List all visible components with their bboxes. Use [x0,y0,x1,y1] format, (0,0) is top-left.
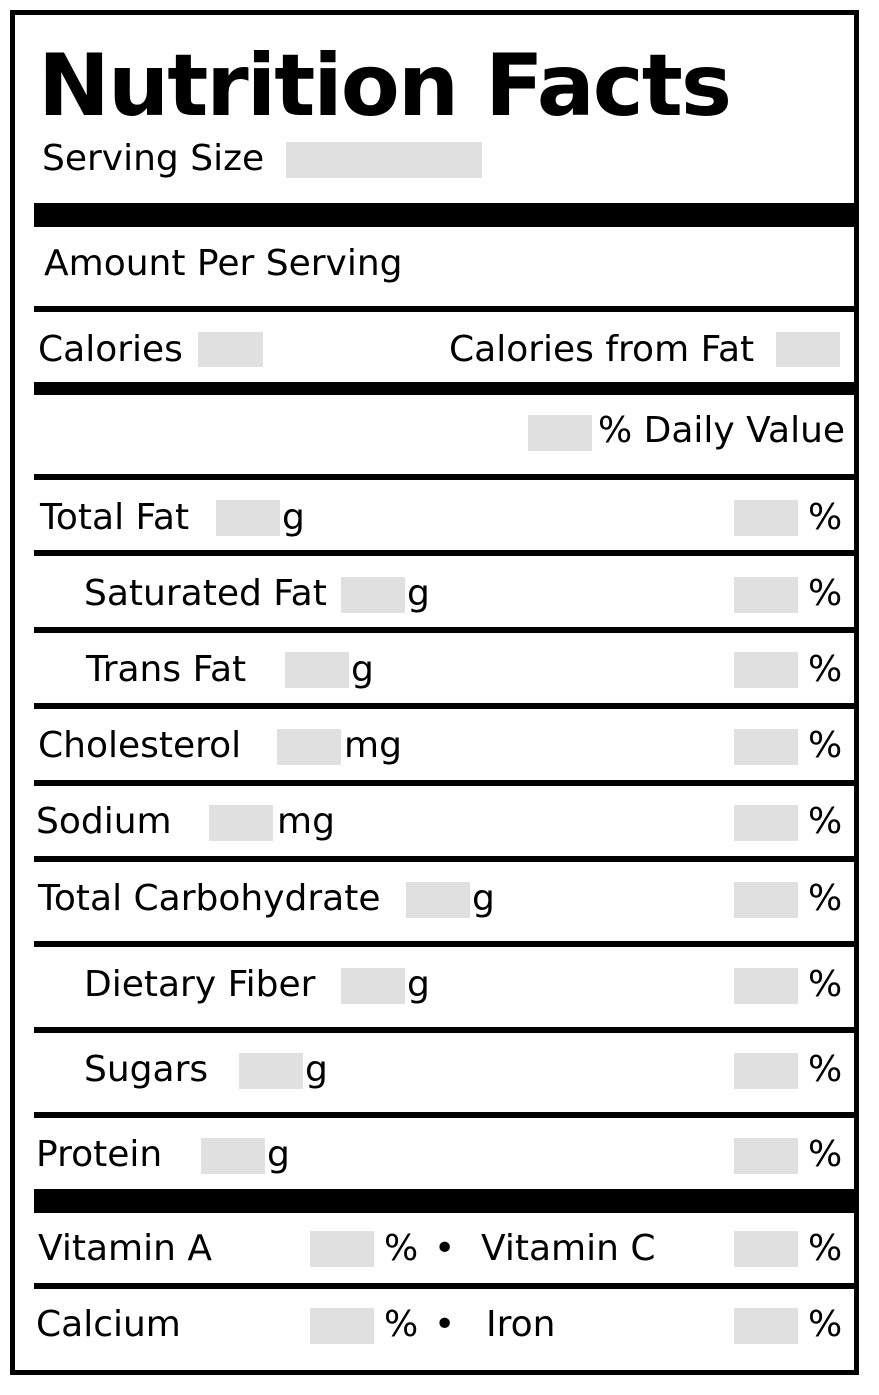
sodium-amount-blank[interactable] [209,805,273,841]
bullet-separator: • [434,1228,456,1269]
protein-amount-blank[interactable] [201,1138,265,1174]
sodium-dv-blank[interactable] [734,805,798,841]
total-carbohydrate-amount-blank[interactable] [406,882,470,918]
unit-g: g [305,1049,328,1090]
unit-g: g [351,649,374,690]
cholesterol-dv-blank[interactable] [734,729,798,765]
unit-g: g [472,878,495,919]
divider [34,856,855,862]
sugars-label: Sugars [84,1049,209,1090]
saturated-fat-dv-blank[interactable] [734,577,798,613]
calories-from-fat-blank[interactable] [776,332,840,367]
amount-per-serving-label: Amount Per Serving [44,243,403,284]
trans-fat-label: Trans Fat [86,649,247,690]
cholesterol-label: Cholesterol [38,725,242,766]
iron-label: Iron [486,1304,556,1345]
serving-size-label: Serving Size [42,138,265,179]
calories-from-fat-label: Calories from Fat [449,329,755,370]
calcium-label: Calcium [36,1304,181,1345]
vitamin-c-dv-blank[interactable] [734,1231,798,1267]
bullet-separator: • [434,1304,456,1345]
total-fat-label: Total Fat [40,497,190,538]
percent-sign: % [808,964,843,1005]
unit-g: g [407,964,430,1005]
total-carbohydrate-label: Total Carbohydrate [38,878,381,919]
divider [34,1283,855,1289]
thick-divider-top [34,203,855,227]
protein-label: Protein [36,1134,163,1175]
divider [34,550,855,556]
unit-g: g [282,497,305,538]
vitamin-c-label: Vitamin C [481,1228,656,1269]
dietary-fiber-dv-blank[interactable] [734,968,798,1004]
percent-sign: % [808,725,843,766]
divider [34,1027,855,1033]
divider [34,474,855,480]
percent-sign: % [808,1134,843,1175]
total-carbohydrate-dv-blank[interactable] [734,882,798,918]
nutrition-label-border [10,10,859,1375]
sodium-label: Sodium [36,801,172,842]
protein-dv-blank[interactable] [734,1138,798,1174]
percent-sign: % [808,497,843,538]
cholesterol-amount-blank[interactable] [277,729,341,765]
dietary-fiber-label: Dietary Fiber [84,964,316,1005]
percent-sign: % [808,1304,843,1345]
percent-sign: % [808,1049,843,1090]
percent-sign: % [808,649,843,690]
trans-fat-amount-blank[interactable] [285,652,349,688]
sugars-dv-blank[interactable] [734,1053,798,1089]
unit-g: g [267,1134,290,1175]
iron-dv-blank[interactable] [734,1308,798,1344]
calories-blank[interactable] [198,332,263,367]
thick-divider-bottom [34,1189,855,1213]
daily-value-header: % Daily Value [598,410,846,451]
dietary-fiber-amount-blank[interactable] [341,968,405,1004]
unit-mg: mg [344,725,402,766]
percent-sign: % [808,801,843,842]
trans-fat-dv-blank[interactable] [734,652,798,688]
divider [34,703,855,709]
unit-g: g [407,573,430,614]
serving-size-blank[interactable] [286,142,482,178]
percent-sign: % [808,878,843,919]
saturated-fat-amount-blank[interactable] [341,577,405,613]
unit-mg: mg [277,801,335,842]
total-fat-dv-blank[interactable] [734,500,798,536]
percent-sign: % [808,573,843,614]
medium-divider [34,382,855,395]
divider [34,941,855,947]
saturated-fat-label: Saturated Fat [84,573,327,614]
percent-sign: % [808,1228,843,1269]
calories-label: Calories [38,329,183,370]
vitamin-a-label: Vitamin A [38,1228,212,1269]
percent-sign: % [384,1228,419,1269]
total-fat-amount-blank[interactable] [216,500,280,536]
divider [34,780,855,786]
sugars-amount-blank[interactable] [239,1053,303,1089]
divider [34,306,855,312]
divider [34,1112,855,1118]
daily-value-blank[interactable] [528,415,592,451]
vitamin-a-dv-blank[interactable] [310,1231,374,1267]
percent-sign: % [384,1304,419,1345]
label-title: Nutrition Facts [38,36,732,136]
calcium-dv-blank[interactable] [310,1308,374,1344]
divider [34,627,855,633]
